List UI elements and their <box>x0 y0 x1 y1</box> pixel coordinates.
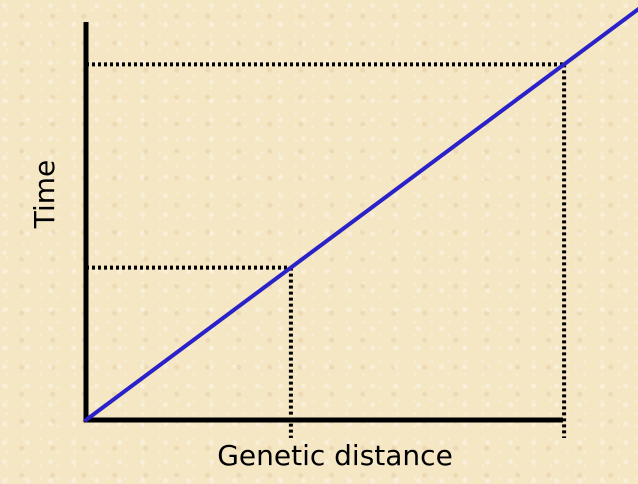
guide-lines <box>86 62 567 438</box>
x-axis-title: Genetic distance <box>217 439 453 472</box>
series-line-1 <box>84 6 638 422</box>
series-group <box>84 6 638 422</box>
y-axis-title: Time <box>28 160 61 230</box>
